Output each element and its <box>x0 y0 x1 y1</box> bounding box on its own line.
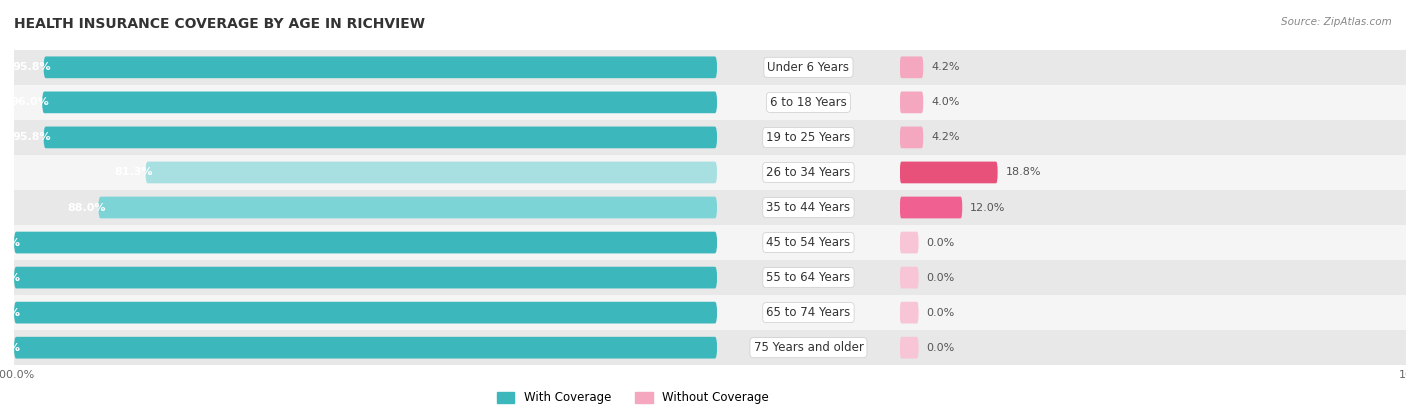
FancyBboxPatch shape <box>44 56 717 78</box>
Bar <box>0 260 1406 295</box>
Legend: With Coverage, Without Coverage: With Coverage, Without Coverage <box>492 387 773 409</box>
Text: 0.0%: 0.0% <box>927 273 955 283</box>
Text: Under 6 Years: Under 6 Years <box>768 61 849 74</box>
Text: 95.8%: 95.8% <box>13 132 51 142</box>
Bar <box>0 330 1406 365</box>
Bar <box>0 260 1406 295</box>
Text: 18.8%: 18.8% <box>1005 168 1040 178</box>
Text: 12.0%: 12.0% <box>970 203 1005 212</box>
Bar <box>0 225 1406 260</box>
Bar <box>0 85 1406 120</box>
Bar <box>0 330 1406 365</box>
Text: 0.0%: 0.0% <box>927 343 955 353</box>
Bar <box>0 155 1406 190</box>
Text: 4.2%: 4.2% <box>931 62 959 72</box>
Text: 75 Years and older: 75 Years and older <box>754 341 863 354</box>
Text: 0.0%: 0.0% <box>927 237 955 247</box>
FancyBboxPatch shape <box>14 302 717 324</box>
FancyBboxPatch shape <box>900 337 918 359</box>
Bar <box>0 120 1406 155</box>
Text: 96.0%: 96.0% <box>10 98 49 107</box>
FancyBboxPatch shape <box>900 302 918 324</box>
FancyBboxPatch shape <box>900 56 924 78</box>
Text: 26 to 34 Years: 26 to 34 Years <box>766 166 851 179</box>
Bar <box>0 85 1406 120</box>
FancyBboxPatch shape <box>900 232 918 254</box>
Bar <box>0 190 1406 225</box>
Bar <box>0 50 1406 85</box>
Text: 0.0%: 0.0% <box>927 308 955 317</box>
Text: 35 to 44 Years: 35 to 44 Years <box>766 201 851 214</box>
Bar <box>0 85 1406 120</box>
FancyBboxPatch shape <box>900 91 924 113</box>
Text: 81.3%: 81.3% <box>114 168 153 178</box>
Bar <box>0 190 1406 225</box>
Bar <box>0 225 1406 260</box>
Bar <box>0 155 1406 190</box>
Bar <box>0 330 1406 365</box>
FancyBboxPatch shape <box>42 91 717 113</box>
Bar <box>0 120 1406 155</box>
Text: 6 to 18 Years: 6 to 18 Years <box>770 96 846 109</box>
Text: 95.8%: 95.8% <box>13 62 51 72</box>
Text: 88.0%: 88.0% <box>67 203 105 212</box>
Text: 100.0%: 100.0% <box>0 237 21 247</box>
Bar <box>0 225 1406 260</box>
FancyBboxPatch shape <box>44 127 717 148</box>
Bar <box>0 295 1406 330</box>
Text: Source: ZipAtlas.com: Source: ZipAtlas.com <box>1281 17 1392 27</box>
FancyBboxPatch shape <box>14 267 717 288</box>
Text: HEALTH INSURANCE COVERAGE BY AGE IN RICHVIEW: HEALTH INSURANCE COVERAGE BY AGE IN RICH… <box>14 17 425 31</box>
Bar <box>0 50 1406 85</box>
FancyBboxPatch shape <box>900 267 918 288</box>
Bar <box>0 260 1406 295</box>
Text: 4.2%: 4.2% <box>931 132 959 142</box>
Bar <box>0 295 1406 330</box>
FancyBboxPatch shape <box>900 197 962 218</box>
Text: 65 to 74 Years: 65 to 74 Years <box>766 306 851 319</box>
Text: 100.0%: 100.0% <box>0 343 21 353</box>
Bar <box>0 120 1406 155</box>
Text: 19 to 25 Years: 19 to 25 Years <box>766 131 851 144</box>
Bar <box>0 295 1406 330</box>
FancyBboxPatch shape <box>98 197 717 218</box>
Bar <box>0 50 1406 85</box>
FancyBboxPatch shape <box>14 232 717 254</box>
Bar <box>0 155 1406 190</box>
FancyBboxPatch shape <box>14 337 717 359</box>
Text: 100.0%: 100.0% <box>0 308 21 317</box>
Text: 100.0%: 100.0% <box>0 273 21 283</box>
Text: 45 to 54 Years: 45 to 54 Years <box>766 236 851 249</box>
Bar <box>0 190 1406 225</box>
Text: 4.0%: 4.0% <box>931 98 959 107</box>
Text: 55 to 64 Years: 55 to 64 Years <box>766 271 851 284</box>
FancyBboxPatch shape <box>900 161 998 183</box>
FancyBboxPatch shape <box>145 161 717 183</box>
FancyBboxPatch shape <box>900 127 924 148</box>
